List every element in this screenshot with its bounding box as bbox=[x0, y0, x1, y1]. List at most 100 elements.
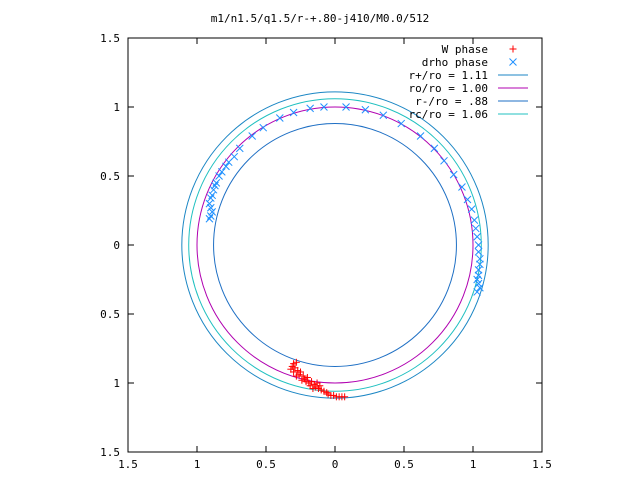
data-point-1-36 bbox=[474, 241, 483, 249]
data-point-1-32-b bbox=[467, 205, 476, 213]
data-point-1-7-b bbox=[209, 185, 218, 194]
data-point-1-31 bbox=[463, 195, 472, 204]
legend-swatch-1 bbox=[509, 58, 517, 66]
data-point-1-38-b bbox=[476, 254, 484, 263]
legend-swatch-0 bbox=[509, 45, 517, 53]
x-tick-label-4: 0.5 bbox=[394, 458, 414, 471]
data-point-1-12-b bbox=[222, 162, 230, 171]
data-point-1-11-b bbox=[217, 168, 226, 176]
data-point-1-15 bbox=[235, 144, 244, 153]
circle-curves bbox=[181, 91, 489, 399]
data-point-1-6 bbox=[208, 191, 217, 200]
data-point-1-44 bbox=[476, 283, 484, 292]
data-point-1-11 bbox=[217, 168, 226, 176]
data-point-1-30-b bbox=[458, 183, 466, 191]
x-tick-label-1: 1 bbox=[194, 458, 201, 471]
data-point-1-28-b bbox=[440, 156, 448, 165]
data-point-0-2 bbox=[292, 358, 300, 366]
data-point-1-5-b bbox=[205, 214, 214, 223]
data-point-1-3 bbox=[208, 208, 217, 216]
data-point-0-13 bbox=[298, 376, 306, 384]
data-point-1-40 bbox=[474, 265, 483, 274]
data-point-1-29-b bbox=[449, 170, 458, 179]
data-point-1-37-b bbox=[474, 248, 483, 256]
y-tick-label-1: 1 bbox=[113, 101, 120, 114]
data-point-0-31 bbox=[313, 379, 321, 387]
data-point-0-12 bbox=[303, 373, 311, 381]
data-point-1-41 bbox=[474, 271, 483, 280]
y-tick-label-3: 0 bbox=[113, 239, 120, 252]
data-point-1-37 bbox=[474, 248, 483, 256]
data-point-1-43-b bbox=[474, 279, 483, 288]
data-point-1-15-b bbox=[235, 144, 244, 153]
x-tick-label-3: 0 bbox=[332, 458, 339, 471]
data-markers bbox=[205, 103, 484, 401]
chart-title: m1/n1.5/q1.5/r-+.80-j410/M0.0/512 bbox=[211, 12, 430, 25]
legend-label-0: W phase bbox=[442, 43, 488, 56]
data-point-1-39-b bbox=[476, 260, 484, 269]
data-point-1-21-b bbox=[320, 103, 328, 111]
data-point-0-33 bbox=[309, 385, 317, 393]
legend-label-4: r-/ro = .88 bbox=[415, 95, 488, 108]
data-point-1-31-b bbox=[463, 195, 472, 204]
data-point-1-21 bbox=[320, 103, 328, 111]
data-point-1-20-b bbox=[306, 104, 315, 113]
data-point-1-19 bbox=[289, 108, 298, 117]
data-point-0-23 bbox=[323, 389, 331, 397]
y-tick-label-2: 0.5 bbox=[100, 170, 120, 183]
data-point-1-27-b bbox=[430, 144, 439, 153]
data-point-1-14 bbox=[230, 152, 239, 161]
data-point-1-28 bbox=[440, 156, 448, 165]
data-point-1-42 bbox=[473, 275, 481, 284]
data-point-1-44-b bbox=[476, 283, 484, 292]
data-point-1-10-b bbox=[215, 172, 223, 180]
data-point-1-5 bbox=[205, 214, 214, 223]
data-point-1-22 bbox=[342, 103, 350, 111]
data-point-1-29 bbox=[449, 170, 458, 179]
data-point-1-45-b bbox=[473, 288, 481, 296]
data-point-1-9 bbox=[212, 179, 221, 187]
data-point-1-34-b bbox=[471, 224, 480, 233]
data-point-1-34 bbox=[471, 224, 480, 233]
data-point-1-1 bbox=[205, 199, 214, 208]
data-point-1-2-b bbox=[206, 203, 215, 212]
data-point-1-3-b bbox=[208, 208, 217, 216]
data-point-1-36-b bbox=[474, 241, 483, 249]
legend-swatch-1-b bbox=[509, 58, 517, 66]
data-point-1-45 bbox=[473, 288, 481, 296]
data-point-1-40-b bbox=[474, 265, 483, 274]
data-point-1-14-b bbox=[230, 152, 239, 161]
data-point-0-10 bbox=[292, 372, 300, 380]
data-point-1-17-b bbox=[259, 123, 268, 132]
data-point-1-19-b bbox=[289, 108, 298, 117]
circle-curve-3 bbox=[188, 98, 482, 392]
y-tick-label-4: 0.5 bbox=[100, 308, 120, 321]
data-point-0-6 bbox=[290, 368, 298, 376]
y-tick-label-0: 1.5 bbox=[100, 32, 120, 45]
legend-label-3: ro/ro = 1.00 bbox=[409, 82, 488, 95]
data-point-1-33-b bbox=[470, 216, 479, 225]
circle-curve-2 bbox=[213, 123, 457, 367]
data-point-1-23-b bbox=[361, 105, 370, 114]
data-point-1-27 bbox=[430, 144, 439, 153]
data-point-1-25 bbox=[397, 119, 406, 128]
x-tick-label-6: 1.5 bbox=[532, 458, 552, 471]
data-point-1-35 bbox=[473, 232, 481, 241]
data-point-1-18-b bbox=[275, 114, 284, 122]
data-point-1-12 bbox=[222, 162, 230, 171]
data-point-1-9-b bbox=[212, 179, 221, 187]
data-point-1-1-b bbox=[205, 199, 214, 208]
data-point-1-7 bbox=[209, 185, 218, 194]
data-point-1-32 bbox=[467, 205, 476, 213]
data-point-1-25-b bbox=[397, 119, 406, 128]
data-point-1-30 bbox=[458, 183, 466, 191]
data-point-1-20 bbox=[306, 104, 315, 113]
data-point-0-30 bbox=[341, 393, 349, 401]
x-tick-label-2: 0.5 bbox=[256, 458, 276, 471]
data-point-1-6-b bbox=[208, 191, 217, 200]
data-point-1-38 bbox=[476, 254, 484, 263]
legend-label-2: r+/ro = 1.11 bbox=[409, 69, 488, 82]
circle-curve-0 bbox=[181, 91, 489, 399]
